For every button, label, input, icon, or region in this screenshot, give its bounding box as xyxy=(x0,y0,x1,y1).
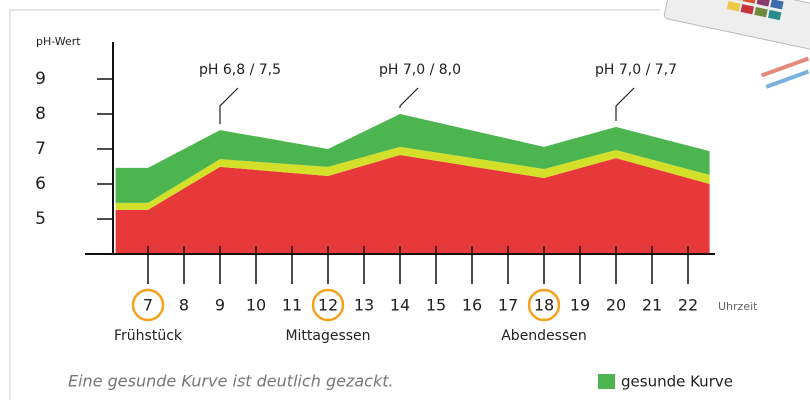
meal-label: Frühstück xyxy=(114,328,183,344)
x-tick-label: 16 xyxy=(462,296,482,315)
x-tick-label: 17 xyxy=(498,296,518,315)
x-tick-label: 8 xyxy=(179,296,189,315)
x-tick-label: 14 xyxy=(390,296,410,315)
x-tick-label: 10 xyxy=(246,296,266,315)
x-tick-label: 7 xyxy=(143,296,153,315)
callout-label: pH 7,0 / 7,7 xyxy=(595,62,677,78)
y-tick-label: 7 xyxy=(35,139,46,159)
y-tick-label: 6 xyxy=(35,174,46,194)
x-tick-label: 20 xyxy=(606,296,626,315)
y-tick-label: 9 xyxy=(35,69,46,89)
x-tick-label: 22 xyxy=(678,296,698,315)
chart: pH-Wert Uhrzeit Eine gesunde Kurve ist d… xyxy=(0,0,810,410)
callout-label: pH 7,0 / 8,0 xyxy=(379,62,461,78)
callout-label: pH 6,8 / 7,5 xyxy=(199,62,281,78)
legend-label: gesunde Kurve xyxy=(621,373,733,391)
x-tick-label: 11 xyxy=(282,296,302,315)
y-tick-label: 5 xyxy=(35,209,46,229)
meal-label: Mittagessen xyxy=(285,328,370,344)
caption: Eine gesunde Kurve ist deutlich gezackt. xyxy=(68,372,394,391)
x-tick-label: 13 xyxy=(354,296,374,315)
x-tick-label: 19 xyxy=(570,296,590,315)
meal-label: Abendessen xyxy=(501,328,587,344)
y-axis-label: pH-Wert xyxy=(36,35,81,48)
x-tick-label: 12 xyxy=(318,296,338,315)
callout-line xyxy=(400,88,418,108)
y-tick-label: 8 xyxy=(35,104,46,124)
x-axis-label: Uhrzeit xyxy=(718,300,758,313)
test-strips xyxy=(664,0,810,89)
x-tick-label: 9 xyxy=(215,296,225,315)
callout-line xyxy=(616,88,634,121)
callout-line xyxy=(220,88,238,124)
legend-swatch xyxy=(598,374,615,389)
x-tick-label: 18 xyxy=(534,296,554,315)
x-tick-label: 21 xyxy=(642,296,662,315)
x-tick-label: 15 xyxy=(426,296,446,315)
